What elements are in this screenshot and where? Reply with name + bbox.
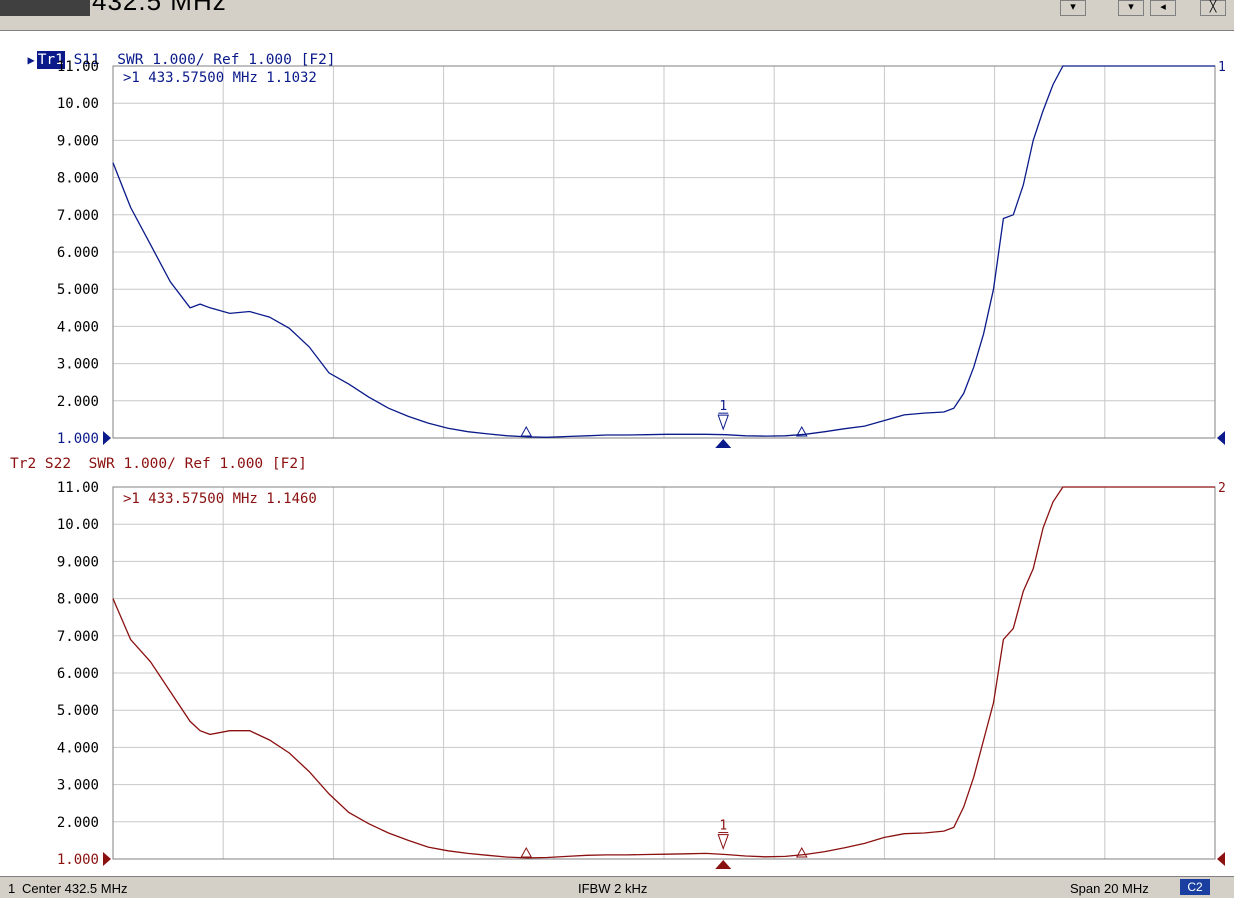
chart-tr1-s11: 11.00 10.00 9.000 8.000 7.000 6.000 5.000 4.000… [57,59,1226,448]
status-channel: 1 [8,881,16,896]
marker-1-label: 1 [719,399,727,414]
marker-readout: >1 433.57500 MHz 1.1460 [123,491,317,507]
marker-1-label: 1 [719,819,727,834]
delta-marker-triangle [795,846,808,858]
dropdown-button-2[interactable]: ▾ [1118,0,1144,16]
trace2-header[interactable]: Tr2 S22 SWR 1.000/ Ref 1.000 [F2] [10,456,307,472]
channel-tab[interactable] [0,0,90,16]
y-tick-label: 9.000 [57,554,99,570]
y-tick-label: 4.000 [57,319,99,335]
y-tick-label: 5.000 [57,282,99,298]
dropdown-button-1[interactable]: ▾ [1060,0,1086,16]
ref-level-marker-right [1217,852,1225,866]
delta-marker-triangle [520,425,533,437]
top-bar: 432.5 MHz ▾ ▾ ◂ ╳ [0,0,1234,31]
delta-marker-triangle [520,846,533,858]
active-trace-arrow-icon: ▶ [27,53,35,67]
y-tick-label: 3.000 [57,778,99,794]
marker-stimulus-indicator [715,860,732,869]
marker-1-triangle [717,414,729,431]
marker-1-triangle [717,834,729,851]
trace-end-label: 2 [1218,481,1226,496]
y-tick-label: 6.000 [57,245,99,261]
status-badge[interactable]: C2 [1180,879,1210,895]
close-button[interactable]: ╳ [1200,0,1226,16]
trace-line [112,486,1215,859]
status-center[interactable]: Center 432.5 MHz [22,881,128,896]
y-tick-label: 11.00 [57,59,99,75]
trace-end-label: 1 [1218,60,1226,75]
y-tick-label: 11.00 [57,480,99,496]
y-tick-label: 10.00 [57,96,99,112]
trace1-badge[interactable]: Tr1 [36,51,65,69]
marker-readout: >1 433.57500 MHz 1.1032 [123,70,317,86]
y-tick-label: 6.000 [57,666,99,682]
trace1-header-text: S11 SWR 1.000/ Ref 1.000 [F2] [64,52,336,68]
status-bar: 1 Center 432.5 MHz IFBW 2 kHz Span 20 MH… [0,876,1234,898]
y-tick-label: 9.000 [57,133,99,149]
trace1-header[interactable]: ▶ Tr1 S11 SWR 1.000/ Ref 1.000 [F2] [10,33,336,69]
y-tick-label: 1.000 [57,431,99,447]
y-tick-label: 8.000 [57,171,99,187]
frequency-entry[interactable]: 432.5 MHz [92,0,227,16]
y-tick-label: 3.000 [57,357,99,373]
delta-marker-triangle [795,425,808,437]
y-tick-label: 4.000 [57,740,99,756]
y-tick-label: 2.000 [57,815,99,831]
chart-tr2-s22: 11.00 10.00 9.000 8.000 7.000 6.000 5.000 4.000… [57,480,1226,869]
ref-level-marker-right [1217,431,1225,445]
marker-stimulus-indicator [715,439,732,448]
y-tick-label: 7.000 [57,629,99,645]
prev-button[interactable]: ◂ [1150,0,1176,16]
plot-frame [112,486,1216,860]
status-span[interactable]: Span 20 MHz [1070,881,1149,896]
ref-level-marker [103,852,111,866]
y-tick-label: 7.000 [57,208,99,224]
ref-level-marker [103,431,111,445]
y-tick-label: 5.000 [57,703,99,719]
y-tick-label: 1.000 [57,852,99,868]
y-tick-label: 10.00 [57,517,99,533]
y-tick-label: 8.000 [57,592,99,608]
plot-frame [112,65,1216,439]
trace-line [112,65,1215,438]
y-tick-label: 2.000 [57,394,99,410]
status-ifbw[interactable]: IFBW 2 kHz [578,881,648,896]
